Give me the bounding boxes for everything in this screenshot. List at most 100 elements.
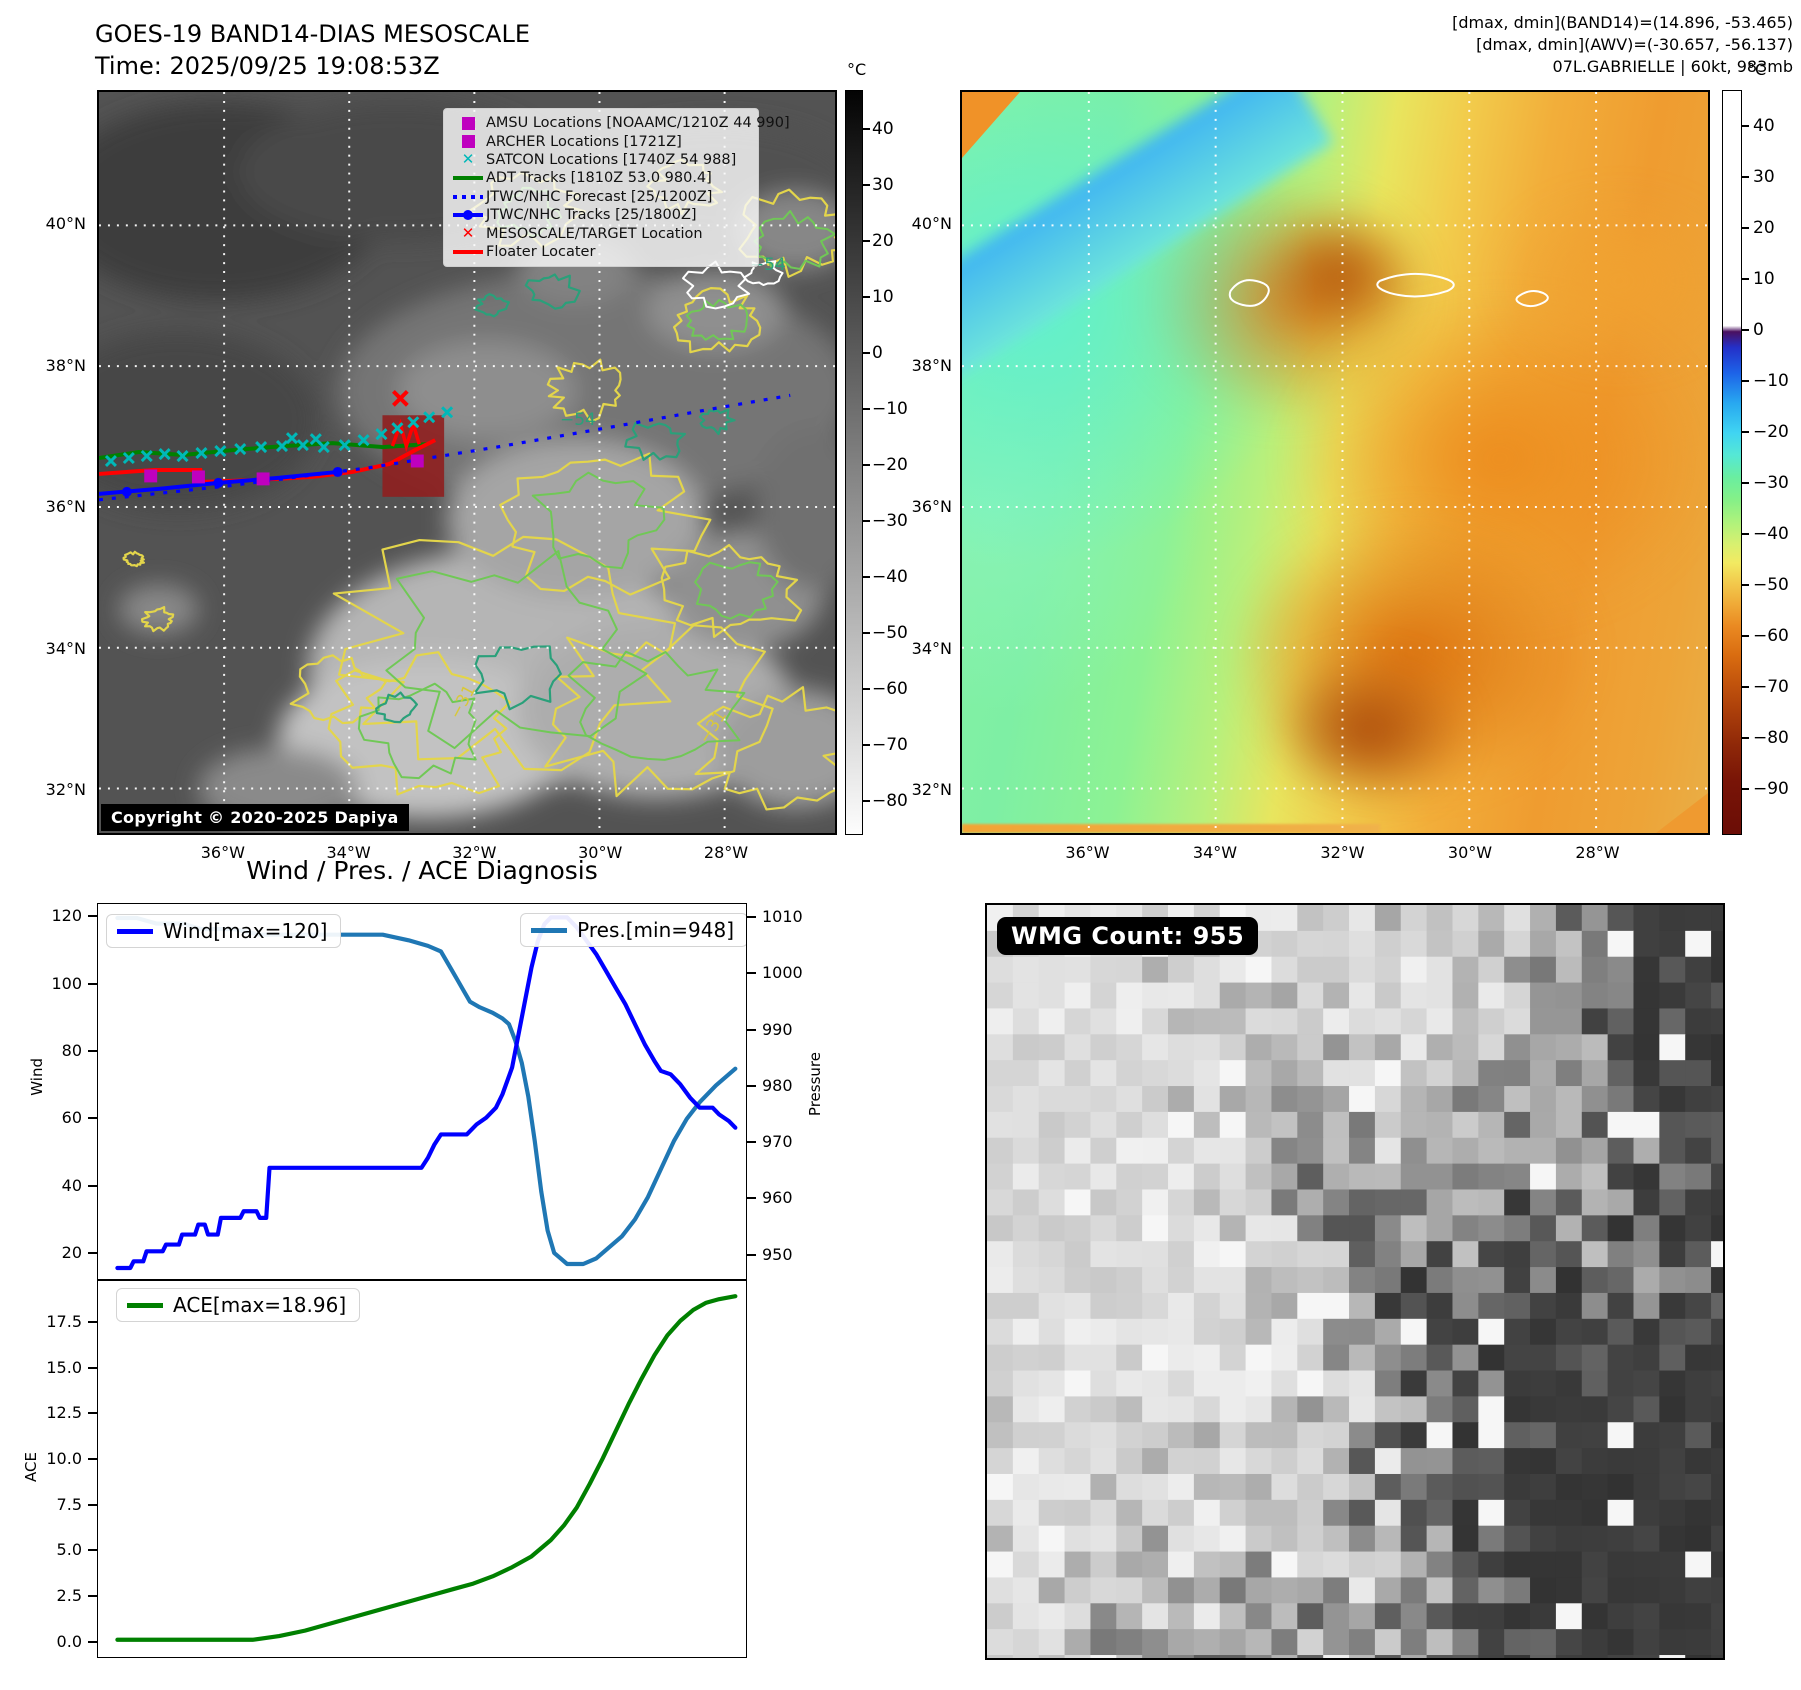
colorbar-tick-label: −60 (1753, 625, 1789, 646)
colorbar-tick-mark (862, 408, 870, 411)
right-map-lon-label: 36°W (1065, 843, 1110, 862)
map-legend-item: ARCHER Locations [1721Z] (450, 132, 752, 150)
axis-tick-label: 12.5 (46, 1403, 82, 1423)
map-legend-item-label: Floater Locater (486, 243, 596, 260)
left-map-lon-label: 34°W (326, 843, 371, 862)
right-map-lon-label: 32°W (1320, 843, 1365, 862)
colorbar-tick-mark (862, 744, 870, 747)
square-marker-icon (450, 135, 486, 149)
wind-axis-label: Wind (28, 1058, 46, 1096)
wind-legend-label: Wind[max=120] (163, 919, 328, 943)
axis-tick-mark (747, 972, 756, 975)
colorbar-tick-mark (862, 352, 870, 355)
line-icon (450, 249, 486, 254)
axis-tick-label: 1010 (762, 907, 803, 927)
axis-tick-label: 970 (762, 1132, 793, 1152)
wmg-count-badge: WMG Count: 955 (997, 917, 1259, 955)
colorbar-tick-label: 20 (1753, 217, 1775, 238)
axis-tick-label: 80 (61, 1041, 82, 1061)
axis-tick-label: 0.0 (56, 1631, 82, 1651)
map-legend-item-label: ARCHER Locations [1721Z] (486, 133, 682, 150)
axis-tick-mark (88, 1321, 97, 1323)
axis-tick-mark (88, 1184, 97, 1187)
axis-tick-label: 10.0 (46, 1448, 82, 1468)
axis-tick-mark (88, 1594, 97, 1597)
header-info: [dmax, dmin](BAND14)=(14.896, -53.465) [… (1452, 12, 1793, 78)
header-awv-range: [dmax, dmin](AWV)=(-30.657, -56.137) (1476, 35, 1793, 54)
ace-legend-label: ACE[max=18.96] (173, 1293, 347, 1317)
map-gridlines (962, 92, 1708, 833)
colorbar-tick-mark (1741, 634, 1749, 637)
diagnosis-title: Wind / Pres. / ACE Diagnosis (246, 856, 598, 885)
axis-tick-label: 2.5 (56, 1585, 82, 1605)
square-marker-icon (450, 116, 486, 130)
pres-line-swatch (531, 927, 568, 933)
left-map-lat-label: 40°N (45, 214, 86, 234)
axis-tick-label: 950 (762, 1244, 793, 1264)
axis-tick-mark (88, 1366, 97, 1369)
right-map-colorbar (1722, 90, 1742, 835)
axis-tick-mark (88, 982, 97, 985)
wmg-image (987, 905, 1723, 1658)
colorbar-tick-label: 40 (872, 119, 894, 140)
x-marker-icon: ✕ (461, 150, 475, 169)
right-map-lon-label: 30°W (1447, 843, 1493, 862)
colorbar-tick-label: −30 (1753, 472, 1789, 493)
right-map-lat-label: 32°N (911, 780, 952, 800)
left-map-colorbar (845, 90, 863, 835)
left-map-lon-label: 36°W (200, 843, 245, 862)
colorbar-tick-mark (1741, 788, 1749, 791)
colorbar-tick-label: −50 (1753, 574, 1789, 595)
colorbar-tick-mark (1741, 328, 1749, 331)
pres-legend-label: Pres.[min=948] (577, 918, 734, 942)
axis-tick-mark (88, 1640, 97, 1643)
axis-tick-mark (88, 1457, 97, 1460)
colorbar-tick-mark (862, 240, 870, 243)
colorbar-tick-label: −60 (872, 679, 908, 700)
right-colorbar-unit-label: °C (1747, 60, 1767, 79)
colorbar-tick-label: −50 (872, 623, 908, 644)
colorbar-tick-label: 0 (1753, 319, 1764, 340)
left-satellite-map: AMSU Locations [NOAAMC/1210Z 44 990] ARCH… (97, 90, 837, 835)
colorbar-tick-mark (862, 632, 870, 635)
colorbar-tick-mark (1741, 226, 1749, 229)
left-map-lat-label: 32°N (45, 780, 86, 800)
right-map-lat-label: 34°N (911, 638, 952, 658)
right-map-lat-label: 38°N (911, 355, 952, 375)
dotted-line-icon (450, 194, 486, 199)
colorbar-tick-label: −80 (872, 791, 908, 812)
map-legend-item: JTWC/NHC Forecast [25/1200Z] (450, 188, 752, 206)
colorbar-tick-mark (862, 464, 870, 467)
right-awv-map (960, 90, 1710, 835)
axis-tick-label: 960 (762, 1188, 793, 1208)
axis-tick-mark (88, 1412, 97, 1415)
colorbar-tick-label: −70 (872, 735, 908, 756)
axis-tick-mark (747, 916, 756, 919)
colorbar-tick-mark (1741, 430, 1749, 433)
axis-tick-label: 17.5 (46, 1312, 82, 1331)
axis-tick-label: 60 (61, 1108, 82, 1128)
left-map-lon-label: 32°W (452, 843, 497, 862)
right-map-lon-label: 28°W (1575, 843, 1620, 862)
map-legend-item: JTWC/NHC Tracks [25/1800Z] (450, 206, 752, 224)
colorbar-tick-label: 0 (872, 343, 883, 364)
line-icon (450, 176, 486, 181)
axis-tick-label: 100 (51, 973, 82, 993)
left-map-lat-label: 38°N (45, 355, 86, 375)
header-band14-range: [dmax, dmin](BAND14)=(14.896, -53.465) (1452, 13, 1793, 32)
axis-tick-mark (88, 1503, 97, 1506)
colorbar-tick-label: −70 (1753, 677, 1789, 698)
colorbar-tick-label: −20 (872, 455, 908, 476)
axis-tick-mark (747, 1253, 756, 1256)
header-storm-info: 07L.GABRIELLE | 60kt, 983mb (1552, 57, 1793, 76)
colorbar-tick-label: −40 (872, 567, 908, 588)
colorbar-tick-mark (1741, 583, 1749, 586)
colorbar-tick-label: 10 (1753, 268, 1775, 289)
map-legend-item-label: ADT Tracks [1810Z 53.0 980.4] (486, 170, 712, 187)
right-map-lon-label: 34°W (1192, 843, 1238, 862)
left-map-lat-label: 34°N (45, 638, 86, 658)
colorbar-tick-mark (862, 688, 870, 691)
map-legend-item-label: JTWC/NHC Tracks [25/1800Z] (486, 207, 697, 224)
colorbar-tick-label: −90 (1753, 779, 1789, 800)
